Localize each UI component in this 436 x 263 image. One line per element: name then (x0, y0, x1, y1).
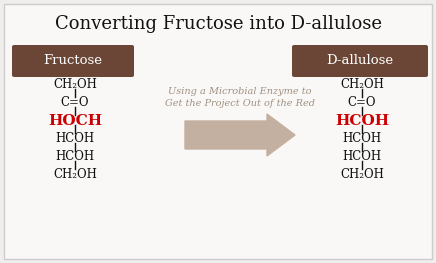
Text: Using a Microbial Enzyme to: Using a Microbial Enzyme to (168, 87, 312, 95)
FancyBboxPatch shape (292, 45, 428, 77)
Text: HCOH: HCOH (335, 114, 389, 128)
Text: Converting Fructose into D-allulose: Converting Fructose into D-allulose (54, 15, 382, 33)
Text: CH₂OH: CH₂OH (53, 78, 97, 92)
Text: HCOH: HCOH (55, 133, 95, 145)
Text: D-allulose: D-allulose (327, 54, 394, 68)
Text: HOCH: HOCH (48, 114, 102, 128)
Text: HCOH: HCOH (342, 133, 382, 145)
Text: CH₂OH: CH₂OH (340, 169, 384, 181)
FancyArrow shape (185, 114, 295, 156)
Text: CH₂OH: CH₂OH (53, 169, 97, 181)
Text: C=O: C=O (348, 97, 376, 109)
Text: HCOH: HCOH (55, 150, 95, 164)
FancyBboxPatch shape (4, 4, 432, 259)
Text: Fructose: Fructose (44, 54, 102, 68)
FancyBboxPatch shape (12, 45, 134, 77)
Text: Get the Project Out of the Red: Get the Project Out of the Red (165, 99, 315, 108)
Text: CH₂OH: CH₂OH (340, 78, 384, 92)
Text: C=O: C=O (61, 97, 89, 109)
Text: HCOH: HCOH (342, 150, 382, 164)
